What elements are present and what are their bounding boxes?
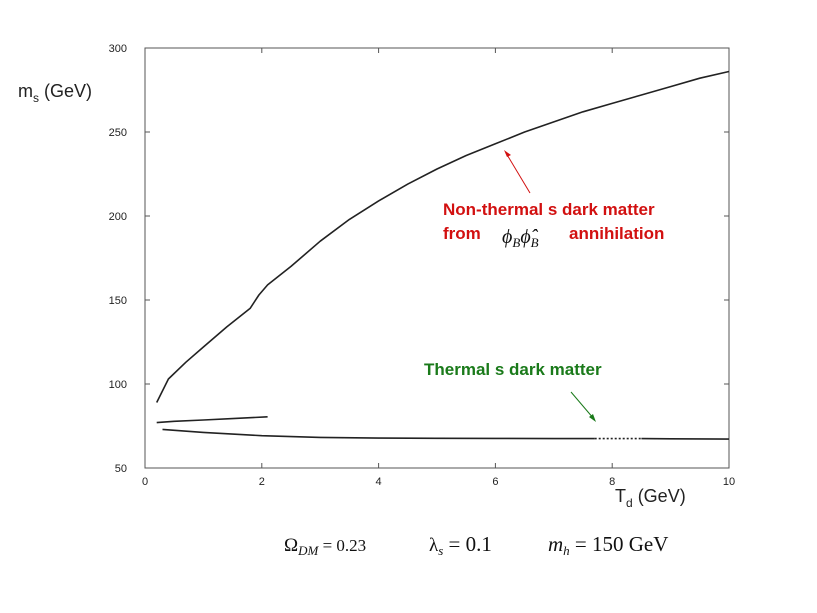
nonthermal-label-line1: Non-thermal s dark matter	[443, 200, 655, 219]
x-tick-label: 6	[492, 476, 498, 488]
y-tick-label: 150	[109, 295, 127, 307]
series-group	[155, 70, 730, 440]
x-tick-label: 4	[376, 476, 382, 488]
caption-mh: mh = 150 GeV	[548, 532, 668, 558]
y-tick-label: 50	[115, 463, 127, 475]
nonthermal-label-annihilation: annihilation	[569, 224, 664, 243]
x-tick-label: 2	[259, 476, 265, 488]
series-line-1	[156, 416, 268, 424]
x-tick-label: 8	[609, 476, 615, 488]
series-line-4	[641, 437, 730, 440]
phi-b-phi-b-hat: ϕBϕ̂B	[502, 226, 539, 250]
y-tick-label: 300	[109, 43, 127, 55]
x-tick-label: 10	[723, 476, 735, 488]
plot-frame	[144, 47, 730, 469]
caption-lambda: λs = 0.1	[429, 532, 492, 558]
y-tick-label: 250	[109, 127, 127, 139]
x-tick-label: 0	[142, 476, 148, 488]
x-axis-label: Td (GeV)	[615, 486, 686, 510]
caption-omega: ΩDM = 0.23	[284, 535, 366, 558]
series-line-2	[162, 428, 595, 440]
thermal-label: Thermal s dark matter	[424, 360, 602, 379]
green-arrow	[570, 391, 596, 422]
series-line-0	[155, 70, 730, 403]
y-axis-label: ms (GeV)	[18, 81, 92, 105]
red-arrow	[504, 150, 531, 194]
y-tick-label: 200	[109, 211, 127, 223]
nonthermal-label-from: from	[443, 224, 481, 243]
ticks: 0 2 4 6 8 10 50 100 150 200 250 300	[109, 43, 735, 488]
caption: ΩDM = 0.23 λs = 0.1 mh = 150 GeV	[284, 532, 668, 558]
y-tick-label: 100	[109, 379, 127, 391]
